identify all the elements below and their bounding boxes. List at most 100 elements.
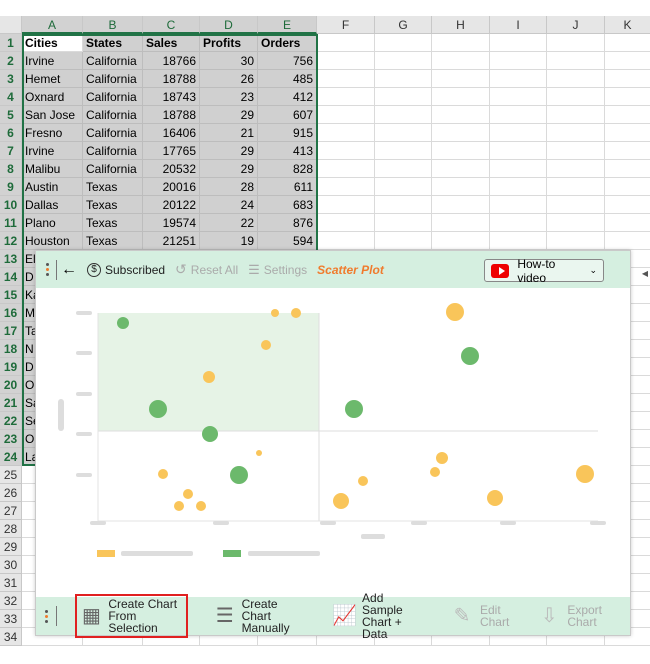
cell[interactable] <box>605 70 650 88</box>
cell[interactable]: 18788 <box>143 106 200 124</box>
cell[interactable] <box>317 106 375 124</box>
cell[interactable] <box>317 178 375 196</box>
export-chart-button[interactable]: ⇩ Export Chart <box>537 604 602 628</box>
row-header[interactable]: 18 <box>0 340 22 358</box>
cell[interactable]: Austin <box>22 178 83 196</box>
cell[interactable]: 30 <box>200 52 258 70</box>
cell[interactable] <box>375 214 432 232</box>
cell[interactable]: 29 <box>200 106 258 124</box>
row-header[interactable]: 32 <box>0 592 22 610</box>
cell[interactable] <box>605 88 650 106</box>
select-all-corner[interactable] <box>0 16 22 34</box>
row-header[interactable]: 21 <box>0 394 22 412</box>
cell[interactable]: 29 <box>200 160 258 178</box>
cell[interactable] <box>490 124 547 142</box>
cell[interactable]: Fresno <box>22 124 83 142</box>
row-header[interactable]: 4 <box>0 88 22 106</box>
cell[interactable]: States <box>83 34 143 52</box>
row-header[interactable]: 1 <box>0 34 22 52</box>
cell[interactable] <box>432 106 490 124</box>
cell[interactable] <box>605 142 650 160</box>
cell[interactable]: 23 <box>200 88 258 106</box>
cell[interactable]: 828 <box>258 160 317 178</box>
cell[interactable]: Profits <box>200 34 258 52</box>
cell[interactable]: Malibu <box>22 160 83 178</box>
row-header[interactable]: 9 <box>0 178 22 196</box>
row-header[interactable]: 3 <box>0 70 22 88</box>
cell[interactable] <box>490 178 547 196</box>
column-header-E[interactable]: E <box>258 16 317 34</box>
cell[interactable] <box>490 70 547 88</box>
column-header-J[interactable]: J <box>547 16 605 34</box>
cell[interactable] <box>432 88 490 106</box>
cell[interactable]: 607 <box>258 106 317 124</box>
cell[interactable]: Cities <box>22 34 83 52</box>
cell[interactable] <box>375 160 432 178</box>
cell[interactable]: 21251 <box>143 232 200 250</box>
row-header[interactable]: 10 <box>0 196 22 214</box>
row-header[interactable]: 29 <box>0 538 22 556</box>
cell[interactable] <box>317 34 375 52</box>
column-header-H[interactable]: H <box>432 16 490 34</box>
cell[interactable] <box>605 178 650 196</box>
cell[interactable]: 413 <box>258 142 317 160</box>
row-header[interactable]: 24 <box>0 448 22 466</box>
cell[interactable] <box>432 178 490 196</box>
cell[interactable]: Oxnard <box>22 88 83 106</box>
cell[interactable] <box>432 628 490 646</box>
cell[interactable] <box>317 160 375 178</box>
column-header-B[interactable]: B <box>83 16 143 34</box>
cell[interactable]: California <box>83 142 143 160</box>
row-header[interactable]: 5 <box>0 106 22 124</box>
cell[interactable] <box>375 178 432 196</box>
cell[interactable] <box>547 88 605 106</box>
row-header[interactable]: 22 <box>0 412 22 430</box>
cell[interactable]: 876 <box>258 214 317 232</box>
cell[interactable] <box>375 88 432 106</box>
cell[interactable] <box>605 34 650 52</box>
cell[interactable] <box>432 214 490 232</box>
row-header[interactable]: 17 <box>0 322 22 340</box>
cell[interactable] <box>547 106 605 124</box>
row-header[interactable]: 8 <box>0 160 22 178</box>
cell[interactable] <box>605 124 650 142</box>
cell[interactable]: Houston <box>22 232 83 250</box>
column-header-A[interactable]: A <box>22 16 83 34</box>
cell[interactable]: Texas <box>83 232 143 250</box>
reset-all-button[interactable]: ↺ Reset All <box>175 261 238 278</box>
row-header[interactable]: 34 <box>0 628 22 646</box>
cell[interactable] <box>547 70 605 88</box>
cell[interactable] <box>258 628 317 646</box>
cell[interactable] <box>547 196 605 214</box>
column-header-F[interactable]: F <box>317 16 375 34</box>
cell[interactable] <box>432 124 490 142</box>
cell[interactable] <box>490 160 547 178</box>
cell[interactable] <box>432 70 490 88</box>
cell[interactable] <box>432 232 490 250</box>
row-header[interactable]: 11 <box>0 214 22 232</box>
cell[interactable] <box>490 214 547 232</box>
cell[interactable]: California <box>83 160 143 178</box>
cell[interactable]: 915 <box>258 124 317 142</box>
cell[interactable] <box>605 232 650 250</box>
row-header[interactable]: 30 <box>0 556 22 574</box>
cell[interactable]: 594 <box>258 232 317 250</box>
cell[interactable]: 412 <box>258 88 317 106</box>
cell[interactable]: Plano <box>22 214 83 232</box>
cell[interactable] <box>432 142 490 160</box>
row-header[interactable]: 19 <box>0 358 22 376</box>
cell[interactable]: 18788 <box>143 70 200 88</box>
cell[interactable]: 24 <box>200 196 258 214</box>
cell[interactable] <box>490 34 547 52</box>
cell[interactable] <box>317 52 375 70</box>
cell[interactable]: Irvine <box>22 142 83 160</box>
cell[interactable]: 17765 <box>143 142 200 160</box>
cell[interactable]: Texas <box>83 214 143 232</box>
cell[interactable] <box>375 142 432 160</box>
cell[interactable] <box>490 232 547 250</box>
cell[interactable] <box>490 628 547 646</box>
row-header[interactable]: 27 <box>0 502 22 520</box>
cell[interactable] <box>200 628 258 646</box>
settings-button[interactable]: ☰ Settings <box>248 262 307 278</box>
column-header-C[interactable]: C <box>143 16 200 34</box>
